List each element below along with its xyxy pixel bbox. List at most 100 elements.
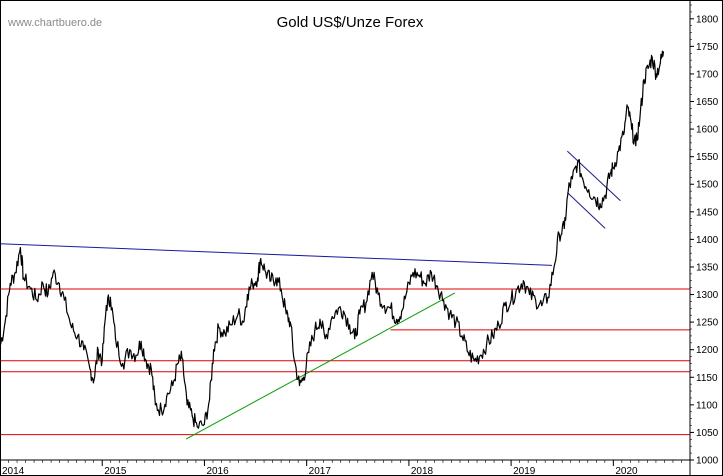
series-point-0-73: [389, 307, 392, 309]
series-point-0-61: [319, 318, 321, 320]
watermark: www.chartbuero.de: [8, 17, 103, 29]
series-point-0-119: [643, 78, 645, 81]
series-point-0-121: [651, 56, 653, 58]
trend-line-3: [566, 192, 606, 229]
series-point-0-108: [594, 197, 596, 199]
series-point-0-47: [251, 282, 254, 285]
series-point-0-70: [371, 271, 373, 274]
series-point-0-4: [19, 247, 22, 249]
series-point-0-46: [246, 293, 248, 296]
series-point-0-88: [479, 354, 482, 356]
y-tick-label-1700: 1700: [696, 69, 719, 80]
series-point-0-57: [298, 384, 301, 387]
series-point-0-84: [455, 321, 457, 323]
series-point-0-14: [77, 335, 79, 337]
chart-title: Gold US$/Unze Forex: [276, 14, 424, 31]
series-point-0-24: [129, 349, 131, 351]
series-point-0-68: [359, 313, 361, 315]
series-point-0-103: [567, 189, 569, 191]
series-point-0-10: [52, 271, 54, 274]
series-point-0-13: [70, 327, 73, 329]
series-point-0-11: [58, 282, 60, 285]
series-point-0-91: [498, 324, 500, 326]
series-point-0-1: [4, 321, 6, 323]
series-point-0-82: [443, 299, 445, 301]
y-tick-label-1050: 1050: [696, 428, 719, 439]
series-point-0-77: [412, 271, 414, 274]
series-point-0-81: [436, 285, 439, 287]
series-point-0-7: [36, 299, 38, 301]
series-point-0-86: [467, 351, 469, 354]
y-tick-label-1200: 1200: [696, 345, 719, 356]
series-point-0-32: [172, 384, 174, 387]
series-point-0-37: [196, 426, 198, 428]
series-point-0-85: [461, 335, 463, 337]
series-point-0-79: [424, 282, 426, 285]
series-point-0-74: [396, 318, 398, 320]
series-point-0-109: [599, 202, 601, 205]
series-point-0-58: [303, 376, 305, 378]
x-tick-label-2020: 2020: [615, 466, 638, 476]
series-point-0-63: [331, 316, 333, 318]
series-point-0-29: [154, 404, 156, 406]
series-point-0-12: [63, 299, 65, 301]
series-point-0-115: [627, 106, 629, 108]
series-point-0-35: [186, 404, 188, 406]
series-point-0-52: [275, 277, 277, 279]
series-point-0-78: [418, 274, 420, 276]
series-point-0-69: [365, 302, 367, 304]
series-point-0-97: [535, 299, 537, 301]
series-point-0-118: [639, 117, 641, 119]
x-tick-label-2015: 2015: [104, 466, 127, 476]
series-point-0-72: [383, 304, 385, 307]
series-point-0-2: [9, 282, 11, 285]
series-point-0-75: [401, 310, 403, 312]
series-point-0-51: [270, 280, 272, 282]
y-tick-label-1150: 1150: [696, 373, 718, 384]
series-point-0-39: [208, 398, 211, 400]
series-point-0-113: [617, 150, 620, 152]
series-point-0-111: [609, 172, 611, 174]
series-point-0-105: [576, 161, 579, 163]
series-point-0-120: [647, 67, 649, 70]
series-point-0-5: [22, 277, 25, 279]
series-point-0-66: [349, 324, 351, 326]
series-point-0-83: [449, 313, 451, 315]
series-point-0-114: [622, 134, 625, 136]
series-point-0-23: [122, 362, 124, 365]
series-point-0-17: [93, 379, 95, 381]
series-point-0-19: [101, 360, 103, 362]
y-tick-label-1750: 1750: [696, 42, 719, 53]
y-tick-label-1350: 1350: [696, 262, 719, 273]
series-point-0-107: [588, 189, 590, 191]
series-point-0-22: [114, 338, 117, 340]
series-point-0-59: [308, 351, 310, 354]
series-point-0-87: [473, 360, 475, 362]
y-tick-label-1100: 1100: [696, 400, 718, 411]
series-point-0-18: [97, 349, 99, 351]
x-tick-label-2017: 2017: [309, 466, 332, 476]
series-point-0-116: [631, 128, 633, 130]
series-point-0-93: [510, 299, 512, 301]
x-tick-label-2014: 2014: [2, 466, 25, 476]
series-point-0-95: [522, 280, 524, 282]
trend-line-0: [0, 243, 553, 266]
x-tick-label-2019: 2019: [513, 466, 536, 476]
series-point-0-15: [83, 349, 85, 351]
series-point-0-44: [237, 313, 239, 315]
series-point-0-102: [563, 227, 565, 229]
series-point-0-25: [135, 354, 137, 356]
series-point-0-42: [224, 332, 226, 334]
series-point-0-71: [377, 293, 379, 296]
series-point-0-54: [285, 313, 287, 315]
series-point-0-3: [14, 271, 16, 274]
series-point-0-41: [218, 327, 220, 329]
series-point-0-94: [516, 288, 518, 290]
series-point-0-27: [145, 360, 147, 362]
series-point-0-122: [655, 73, 657, 75]
series-point-0-36: [191, 415, 193, 417]
series-point-0-50: [265, 271, 267, 274]
y-tick-label-1500: 1500: [696, 180, 719, 191]
